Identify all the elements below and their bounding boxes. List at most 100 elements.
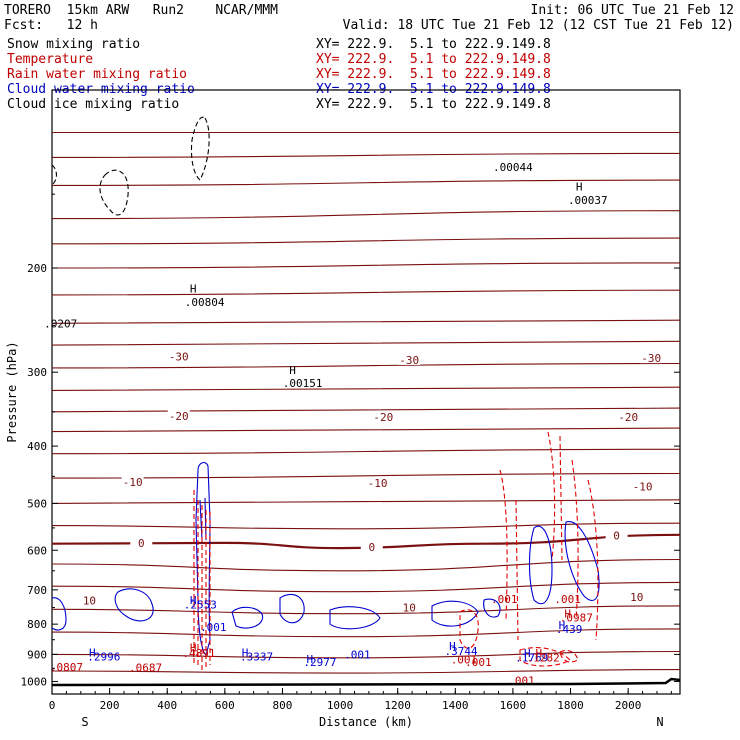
isotherm-label: 0 — [368, 541, 375, 554]
legend-xy-temperature: XY= 222.9. 5.1 to 222.9.149.8 — [316, 52, 551, 67]
plot-frame — [51, 89, 681, 695]
value-label: .00044 — [493, 161, 533, 174]
isotherm-label-bg — [167, 350, 190, 362]
value-label: .0207 — [44, 317, 77, 330]
value-label: .2977 — [303, 656, 336, 669]
isotherm-label-bg — [631, 480, 654, 492]
isotherm-label-bg — [617, 410, 640, 422]
value-label: .1769 — [515, 651, 548, 664]
isotherm-label-bg — [360, 541, 383, 553]
x-tick-label: 1800 — [557, 699, 584, 712]
value-label: .001 — [344, 649, 371, 662]
isotherm-label-bg — [78, 594, 101, 606]
value-label: H — [559, 619, 566, 632]
value-label: H — [242, 647, 249, 660]
cloud-water-contour — [483, 598, 501, 618]
isotherm-label: -20 — [169, 410, 189, 423]
header-init: Init: 06 UTC Tue 21 Feb 12 — [531, 3, 735, 18]
isotherm-label-bg — [130, 536, 153, 548]
isotherm-line — [51, 407, 681, 413]
isotherm-label-bg — [640, 352, 663, 364]
value-label: H — [190, 642, 197, 655]
cloud-water-contour — [279, 594, 305, 624]
x-tick-label: 2000 — [615, 699, 642, 712]
value-label: H — [524, 647, 531, 660]
isotherm-label: -10 — [368, 477, 388, 490]
value-label: .0987 — [560, 612, 593, 625]
rain-contour — [519, 647, 571, 667]
x-tick-label: 1600 — [500, 699, 527, 712]
ground-line — [51, 677, 681, 687]
isotherm-labels: -30 -30 -30 -20 -20 -20 -10 -10 -10 0 0 0 10 10 10 — [78, 350, 663, 615]
value-label: .0687 — [129, 662, 162, 675]
rain-contour — [499, 431, 599, 641]
snow-contour — [99, 169, 129, 216]
hydrometeor-contours — [51, 116, 600, 670]
y-tick-label: 800 — [27, 618, 47, 631]
rain-contour — [459, 609, 479, 649]
ice-contour — [190, 116, 210, 181]
legend-label-cloud-ice: Cloud ice mixing ratio — [7, 97, 179, 112]
value-label: H — [564, 608, 571, 621]
isotherm-label-bg — [121, 475, 144, 487]
header-fcst: Fcst: 12 h — [4, 18, 98, 33]
value-label: .0807 — [50, 661, 83, 674]
isotherm-label: -10 — [633, 480, 653, 493]
value-label: .00151 — [283, 377, 323, 390]
isotherm-line — [51, 362, 681, 369]
value-label: H — [190, 283, 197, 296]
legend-label-temperature: Temperature — [7, 52, 93, 67]
y-tick-label: 300 — [27, 366, 47, 379]
isotherm-line — [51, 289, 681, 296]
isotherm-label: 0 — [613, 529, 620, 542]
isotherm-label-bg — [167, 410, 190, 422]
cloud-water-column — [195, 461, 211, 656]
isotherm-label: -30 — [399, 354, 419, 367]
value-label: .3337 — [240, 651, 273, 664]
y-axis-label: Pressure (hPa) — [5, 341, 19, 442]
isotherm-line — [51, 262, 681, 269]
isotherm-line — [51, 448, 681, 455]
value-label: .1282 — [527, 651, 560, 664]
value-label: .001 — [451, 653, 478, 666]
temperature-isotherms — [51, 131, 681, 674]
legend-label-snow: Snow mixing ratio — [7, 37, 140, 52]
value-label: H — [307, 653, 314, 666]
cloud-water-contour — [231, 606, 264, 629]
value-label: .001 — [465, 656, 492, 669]
cloud-water-contour — [329, 606, 381, 630]
value-label: H — [449, 640, 456, 653]
legend: Snow mixing ratio XY= 222.9. 5.1 to 222.… — [7, 37, 551, 112]
isotherm-line — [51, 237, 681, 245]
value-label: .001 — [200, 621, 227, 634]
y-tick-label: 400 — [27, 440, 47, 453]
value-label: H — [576, 181, 583, 194]
cloud-water-contour — [431, 600, 479, 627]
y-tick-label: 1000 — [21, 675, 48, 688]
isotherm-label: 10 — [403, 602, 416, 615]
y-tick-label: 700 — [27, 584, 47, 597]
legend-xy-snow: XY= 222.9. 5.1 to 222.9.149.8 — [316, 37, 551, 52]
isotherm-label: -20 — [373, 411, 393, 424]
x-tick-label: 200 — [100, 699, 120, 712]
isotherm-line — [51, 605, 681, 615]
x-tick-label: 1000 — [327, 699, 354, 712]
isotherm-line — [51, 152, 681, 158]
legend-xy-rain: XY= 222.9. 5.1 to 222.9.149.8 — [316, 67, 551, 82]
cloud-water-contour — [114, 588, 154, 622]
value-label: H — [536, 647, 543, 660]
isotherm-line — [51, 386, 681, 391]
isotherm-line — [51, 210, 681, 220]
isotherm-label: -20 — [618, 411, 638, 424]
isotherm-label: 10 — [83, 595, 96, 608]
value-label: .001 — [508, 675, 535, 688]
y-tick-label: 200 — [27, 262, 47, 275]
isotherm-line — [51, 650, 681, 659]
value-label: H — [289, 364, 296, 377]
x-tick-label: 1400 — [442, 699, 469, 712]
value-label: .2996 — [87, 651, 120, 664]
isotherm-label-bg — [398, 353, 421, 365]
x-tick-label: 0 — [49, 699, 56, 712]
value-label: .00037 — [568, 194, 608, 207]
